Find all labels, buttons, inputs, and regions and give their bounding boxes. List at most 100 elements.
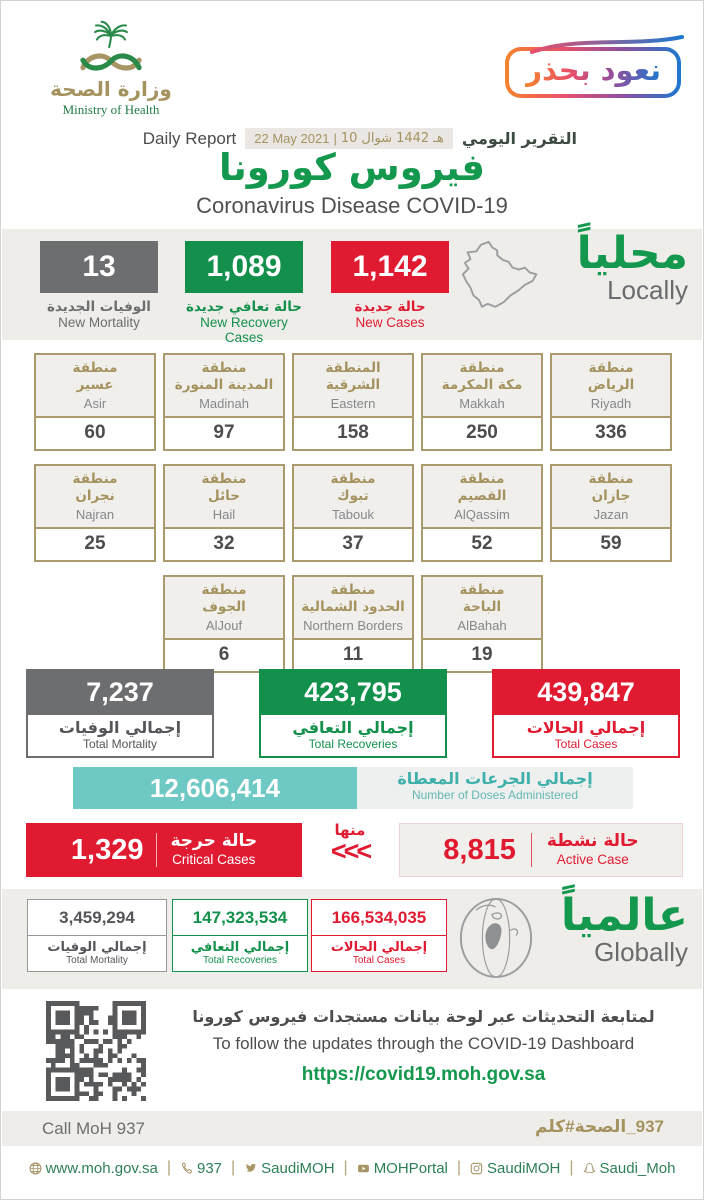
globally-heading-en: Globally <box>594 937 688 968</box>
region-card-jazan: منطقة جازان Jazan 59 <box>550 464 672 562</box>
locally-heading-ar: محلياً <box>576 228 688 279</box>
total-recoveries-value: 423,795 <box>259 669 447 715</box>
instagram-icon <box>470 1162 483 1174</box>
total-mortality-label-en: Total Mortality <box>82 737 158 751</box>
new-mortality-value: 13 <box>40 241 158 293</box>
region-card-eastern: المنطقة الشرقية Eastern 158 <box>292 353 414 451</box>
region-card-hail: منطقة حائل Hail 32 <box>163 464 285 562</box>
date-separator: | <box>333 131 337 146</box>
footer-twitter[interactable]: SaudiMOH <box>244 1160 335 1177</box>
region-card-aljouf: منطقة الجوف AlJouf 6 <box>163 575 285 673</box>
global-cases-label-en: Total Cases <box>352 955 406 966</box>
region-case-count: 158 <box>337 422 369 443</box>
global-recoveries-label-en: Total Recoveries <box>203 955 277 966</box>
global-cases-card: 166,534,035 إجمالي الحالات Total Cases <box>311 899 447 972</box>
global-mortality-value: 3,459,294 <box>28 900 166 936</box>
globally-heading: عالمياً Globally <box>561 891 688 968</box>
critical-cases-card: 1,329 حالة حرجة Critical Cases <box>26 823 302 877</box>
globally-heading-ar: عالمياً <box>560 890 688 941</box>
region-case-count: 11 <box>342 644 364 665</box>
region-case-count: 97 <box>213 422 235 443</box>
locally-heading: محلياً Locally <box>577 229 688 306</box>
global-cases-label-ar: إجمالي الحالات <box>330 940 428 955</box>
date-gregorian: 22 May 2021 <box>254 131 330 146</box>
total-cases-card: 439,847 إجمالي الحالات Total Cases <box>492 669 680 758</box>
total-recoveries-label-ar: إجمالي التعافي <box>292 718 414 737</box>
region-name-en: AlBahah <box>457 617 507 633</box>
critical-cases-value: 1,329 <box>70 833 144 866</box>
region-case-count: 250 <box>466 422 498 443</box>
global-mortality-label-en: Total Mortality <box>66 955 128 966</box>
chevrons-left-icon: <<< <box>330 836 372 866</box>
total-cases-label-en: Total Cases <box>554 737 618 751</box>
region-card-asir: منطقة عسير Asir 60 <box>34 353 156 451</box>
footer-snapchat[interactable]: Saudi_Moh <box>583 1160 675 1177</box>
footer-youtube[interactable]: MOHPortal <box>357 1160 448 1177</box>
divider <box>530 833 532 867</box>
regions-grid: منطقة عسير Asir 60 منطقة المدينة المنورة M… <box>34 353 672 673</box>
footer-website[interactable]: www.moh.gov.sa <box>29 1160 158 1177</box>
new-cases-label-en: New Cases <box>355 315 425 330</box>
region-name-en: Madinah <box>199 395 249 411</box>
new-mortality-label-en: New Mortality <box>58 315 140 330</box>
locally-heading-en: Locally <box>607 275 688 306</box>
region-case-count: 37 <box>342 533 364 554</box>
call-moh-label: Call MoH 937 <box>42 1119 145 1138</box>
total-mortality-card: 7,237 إجمالي الوفيات Total Mortality <box>26 669 214 758</box>
dashboard-url-link[interactable]: https://covid19.moh.gov.sa <box>301 1064 546 1085</box>
region-card-riyadh: منطقة الرياض Riyadh 336 <box>550 353 672 451</box>
saudi-map-icon <box>461 240 538 308</box>
region-name-en: AlQassim <box>454 506 510 522</box>
region-case-count: 59 <box>600 533 622 554</box>
doses-value: 12,606,414 <box>73 767 357 809</box>
total-cases-value: 439,847 <box>492 669 680 715</box>
region-name-en: Hail <box>212 506 236 522</box>
region-name-en: Northern Borders <box>303 617 403 633</box>
region-name-en: AlJouf <box>205 617 243 633</box>
youtube-icon <box>357 1164 369 1172</box>
footer-instagram[interactable]: SaudiMOH <box>470 1160 560 1177</box>
dashboard-line-ar: لمتابعة التحديثات عبر لوحة بيانات مستجدا… <box>192 1007 655 1026</box>
region-name-en: Riyadh <box>590 395 632 411</box>
global-mortality-card: 3,459,294 إجمالي الوفيات Total Mortality <box>27 899 167 972</box>
region-case-count: 336 <box>595 422 627 443</box>
new-recoveries-value: 1,089 <box>185 241 303 293</box>
logo-title-en: Ministry of Health <box>62 102 160 117</box>
page-title-en: Coronavirus Disease COVID-19 <box>196 193 508 218</box>
divider <box>156 833 158 867</box>
critical-cases-label-en: Critical Cases <box>172 852 256 868</box>
global-recoveries-label-ar: إجمالي التعافي <box>190 940 290 955</box>
doses-label-ar: إجمالي الجرعات المعطاة <box>397 769 593 788</box>
logo-title-ar: وزارة الصحة <box>50 77 172 101</box>
region-name-en: Tabouk <box>332 506 374 522</box>
active-cases-label-ar: حالة نشطة <box>546 831 639 852</box>
total-recoveries-card: 423,795 إجمالي التعافي Total Recoveries <box>259 669 447 758</box>
global-recoveries-value: 147,323,534 <box>173 900 307 936</box>
active-cases-value: 8,815 <box>443 833 516 866</box>
active-cases-card: 8,815 حالة نشطة Active Case <box>399 823 683 877</box>
moh-logo: وزارة الصحة Ministry of Health <box>49 19 173 118</box>
globe-icon <box>459 898 533 978</box>
date-box: 22 May 2021 | 10 شوال 1442 هـ <box>245 128 453 149</box>
footer-phone[interactable]: 937 <box>180 1160 222 1177</box>
new-recoveries-label-en: New Recovery Cases <box>200 315 288 345</box>
global-recoveries-card: 147,323,534 إجمالي التعافي Total Recover… <box>172 899 308 972</box>
badge-swoosh <box>530 35 684 54</box>
region-name-en: Jazan <box>593 506 629 522</box>
new-cases-value: 1,142 <box>331 241 449 293</box>
twitter-icon <box>246 1163 257 1172</box>
phone-icon <box>182 1162 193 1174</box>
daily-report-row: Daily Report 22 May 2021 | 10 شوال 1442 … <box>1 128 577 149</box>
region-case-count: 60 <box>84 422 106 443</box>
of-which-label-ar: منها <box>334 821 366 839</box>
new-mortality-label-ar: الوفيات الجديدة <box>47 299 151 315</box>
dashboard-line-en: To follow the updates through the COVID-… <box>212 1034 635 1053</box>
footer-contact-bar: www.moh.gov.sa | 937 | SaudiMOH | MOHPor… <box>1 1159 703 1177</box>
region-card-alqassim: منطقة القصيم AlQassim 52 <box>421 464 543 562</box>
date-hijri: 10 <box>340 131 358 146</box>
of-which-indicator: منها <<< <box>313 821 387 866</box>
new-recoveries-label-ar: حالة تعافي جديدة <box>185 299 303 315</box>
dashboard-info: لمتابعة التحديثات عبر لوحة بيانات مستجدا… <box>166 1007 681 1086</box>
region-case-count: 52 <box>471 533 493 554</box>
